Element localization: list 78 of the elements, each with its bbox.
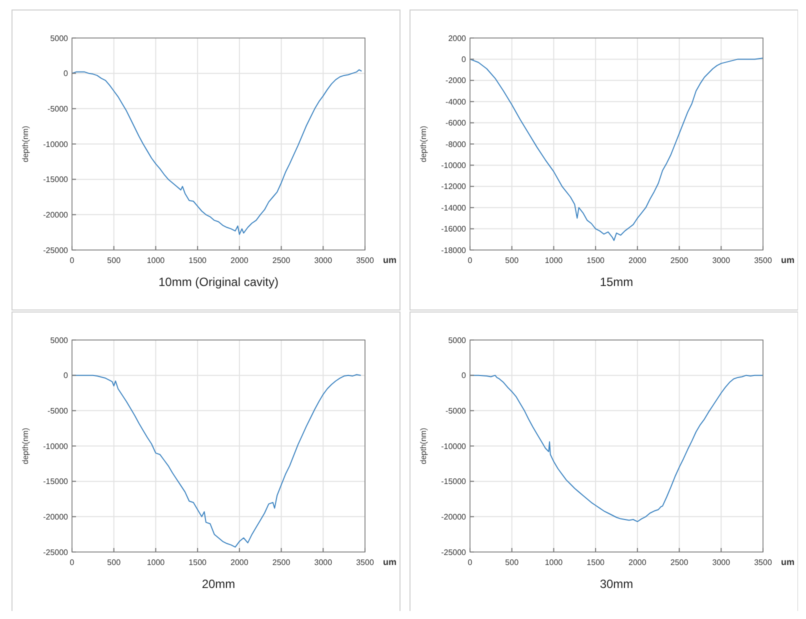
x-tick-label: 3000 xyxy=(712,256,731,265)
y-tick-label: -20000 xyxy=(441,512,467,522)
x-tick-label: 0 xyxy=(468,558,473,567)
y-tick-label: -10000 xyxy=(43,442,69,451)
y-axis-title: depth(nm) xyxy=(21,125,30,162)
x-tick-label: 1000 xyxy=(544,256,564,265)
y-tick-label: -5000 xyxy=(48,406,69,416)
y-tick-label: -4000 xyxy=(446,97,467,106)
y-tick-label: -15000 xyxy=(43,477,69,486)
x-tick-label: 1500 xyxy=(188,256,208,265)
x-tick-label: 500 xyxy=(505,558,520,567)
y-tick-label: -12000 xyxy=(441,182,467,192)
y-tick-label: -5000 xyxy=(446,406,467,416)
y-tick-label: -5000 xyxy=(48,104,69,114)
x-tick-label: 1500 xyxy=(188,558,208,567)
x-tick-label: 500 xyxy=(505,256,520,265)
x-axis-title: um xyxy=(383,557,396,567)
x-tick-label: 3500 xyxy=(356,558,374,567)
x-axis-title: um xyxy=(781,255,794,265)
x-tick-label: 1000 xyxy=(146,256,166,265)
line-series xyxy=(470,58,764,241)
y-tick-label: -14000 xyxy=(441,203,467,212)
y-tick-label: 0 xyxy=(462,371,467,380)
x-tick-label: 2000 xyxy=(628,558,647,567)
x-tick-label: 1500 xyxy=(586,256,606,265)
y-tick-label: -10000 xyxy=(43,140,69,149)
x-tick-label: 1000 xyxy=(544,558,564,567)
x-tick-label: 3000 xyxy=(712,558,731,567)
x-tick-label: 500 xyxy=(107,256,122,265)
y-tick-label: -8000 xyxy=(446,140,467,149)
y-tick-label: 5000 xyxy=(50,336,69,345)
y-tick-label: 5000 xyxy=(50,34,69,43)
y-tick-label: -25000 xyxy=(441,548,467,557)
y-tick-label: -10000 xyxy=(441,161,467,170)
x-tick-label: 2500 xyxy=(272,558,291,567)
y-tick-label: 2000 xyxy=(448,34,467,43)
x-tick-label: 2000 xyxy=(230,558,249,567)
y-axis-title: depth(nm) xyxy=(419,125,428,162)
text: 15mm xyxy=(600,275,634,289)
y-tick-label: -2000 xyxy=(446,76,467,86)
x-tick-label: 3000 xyxy=(314,558,333,567)
x-tick-label: 2500 xyxy=(670,558,689,567)
y-tick-label: -25000 xyxy=(43,548,69,557)
y-tick-label: -18000 xyxy=(441,246,467,255)
y-tick-label: 0 xyxy=(64,69,69,78)
x-axis-title: um xyxy=(383,255,396,265)
x-tick-label: 2500 xyxy=(272,256,291,265)
x-tick-label: 0 xyxy=(468,256,473,265)
text: 30mm xyxy=(600,577,634,591)
x-tick-label: 2000 xyxy=(628,256,647,265)
y-tick-label: -15000 xyxy=(441,477,467,486)
y-tick-label: -20000 xyxy=(43,512,69,522)
y-tick-label: -25000 xyxy=(43,246,69,255)
y-axis-title: depth(nm) xyxy=(419,427,428,464)
y-tick-label: -20000 xyxy=(43,210,69,220)
line-series xyxy=(72,69,362,235)
y-tick-label: -6000 xyxy=(446,118,467,128)
x-tick-label: 1000 xyxy=(146,558,166,567)
y-tick-label: 0 xyxy=(462,55,467,64)
x-tick-label: 2500 xyxy=(670,256,689,265)
y-tick-label: 0 xyxy=(64,371,69,380)
x-tick-label: 1500 xyxy=(586,558,606,567)
y-tick-label: -16000 xyxy=(441,224,467,234)
x-tick-label: 3500 xyxy=(356,256,374,265)
x-tick-label: 3500 xyxy=(754,256,772,265)
text: 20mm xyxy=(202,577,236,591)
y-axis-title: depth(nm) xyxy=(21,427,30,464)
x-tick-label: 3500 xyxy=(754,558,772,567)
y-tick-label: 5000 xyxy=(448,336,467,345)
y-tick-label: -10000 xyxy=(441,442,467,451)
x-tick-label: 0 xyxy=(70,558,75,567)
y-tick-label: -15000 xyxy=(43,175,69,184)
x-tick-label: 2000 xyxy=(230,256,249,265)
x-axis-title: um xyxy=(781,557,794,567)
x-tick-label: 0 xyxy=(70,256,75,265)
text: 10mm (Original cavity) xyxy=(158,275,279,289)
x-tick-label: 500 xyxy=(107,558,122,567)
x-tick-label: 3000 xyxy=(314,256,333,265)
